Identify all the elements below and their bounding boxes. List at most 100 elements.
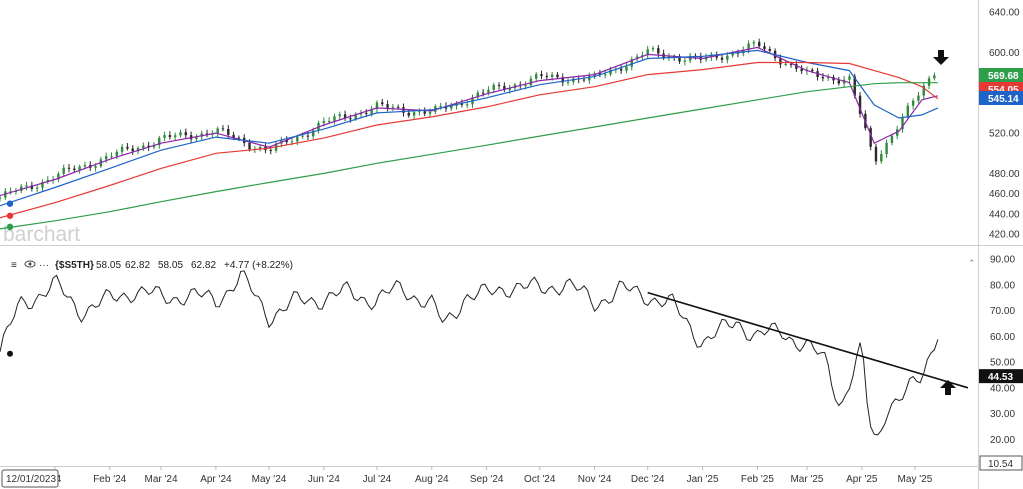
candle — [890, 133, 894, 146]
candle — [57, 171, 60, 183]
candle — [216, 126, 219, 138]
candle — [338, 111, 341, 120]
candle — [184, 128, 188, 139]
candle — [535, 71, 538, 83]
candle — [529, 75, 533, 88]
candle — [476, 90, 480, 100]
price-panel[interactable]: barchart 640.00600.00560.00520.00480.004… — [0, 0, 1023, 246]
candle — [41, 179, 44, 192]
sma100-line — [0, 61, 939, 219]
candle — [556, 71, 559, 79]
price-tick-label: 600.00 — [989, 48, 1020, 59]
price-plot-area — [0, 0, 978, 245]
candle — [619, 65, 623, 74]
candle — [258, 144, 262, 152]
candle — [784, 60, 787, 67]
candle — [800, 65, 803, 75]
candle — [731, 50, 734, 58]
date-tick-label: Aug '24 — [415, 474, 449, 485]
candle — [720, 53, 724, 64]
date-badge: 12/01/2023 — [1, 469, 59, 488]
candle — [885, 139, 888, 158]
down-arrow-icon — [933, 50, 949, 65]
breadth-tick-label: 60.00 — [990, 332, 1015, 343]
breadth-tick-label: 50.00 — [990, 358, 1015, 369]
price-tick-label: 420.00 — [989, 229, 1020, 240]
candle — [503, 82, 506, 93]
date-tick-label: Mar '25 — [790, 474, 823, 485]
date-tick-label: Feb '25 — [741, 474, 774, 485]
candle — [651, 45, 655, 52]
breadth-min-badge: 10.54 — [979, 455, 1023, 471]
up-arrow-icon — [940, 380, 956, 395]
candle — [598, 69, 602, 78]
price-tick-label: 460.00 — [989, 189, 1020, 200]
date-tick-label: Apr '25 — [846, 474, 878, 485]
candle — [67, 163, 71, 173]
candle — [147, 141, 150, 152]
candle — [625, 62, 628, 74]
price-y-axis: 640.00600.00560.00520.00480.00460.00440.… — [989, 8, 1020, 241]
breadth-tick-label: 90.00 — [990, 255, 1015, 266]
eye-icon[interactable] — [24, 260, 36, 268]
sma100-last-value: 554.05 — [988, 85, 1019, 96]
candle — [73, 165, 76, 173]
candle — [901, 113, 904, 133]
date-tick-label: Mar '24 — [145, 474, 178, 485]
candle — [359, 109, 363, 119]
sma50-last-badge: 545.14 — [979, 91, 1023, 105]
legend-menu-icon[interactable]: ≡ — [11, 260, 17, 271]
sma200-line — [0, 82, 938, 230]
breadth-min-value: 10.54 — [988, 459, 1013, 470]
trendline — [647, 291, 969, 389]
candle — [62, 164, 65, 177]
candle — [604, 70, 607, 79]
price-tick-label: 520.00 — [989, 129, 1020, 140]
sma20-line — [0, 46, 939, 197]
candle — [683, 56, 687, 66]
date-tick-label: Nov '24 — [578, 474, 612, 485]
candle — [497, 82, 501, 90]
legend-close: 62.82 — [191, 260, 216, 271]
candle — [195, 134, 198, 142]
legend-change: +4.77 (+8.22%) — [224, 260, 293, 271]
sma50-line — [0, 49, 939, 207]
candle — [678, 53, 681, 64]
date-tick-label: Sep '24 — [470, 474, 504, 485]
candle — [561, 73, 564, 87]
legend-open: 58.05 — [96, 260, 121, 271]
candle — [168, 131, 172, 140]
date-tick-label: Jan '25 — [687, 474, 719, 485]
candle — [752, 40, 756, 48]
breadth-path — [0, 270, 939, 436]
breadth-last-value: 44.53 — [988, 372, 1013, 383]
candle — [104, 152, 108, 164]
candle — [858, 91, 862, 118]
watermark: barchart — [3, 223, 80, 246]
candle — [110, 152, 113, 160]
breadth-legend: ≡ ··· {$S5TH} 58.05 62.82 58.05 62.82 +4… — [11, 260, 293, 271]
breadth-tick-label: 30.00 — [990, 409, 1015, 420]
candle — [646, 45, 649, 59]
candle — [582, 75, 586, 83]
candle — [375, 100, 379, 113]
candle — [173, 132, 177, 141]
date-tick-label: Jun '24 — [308, 474, 340, 485]
candle — [9, 187, 12, 195]
candle — [869, 125, 872, 151]
candle — [46, 176, 49, 185]
candle — [402, 103, 405, 117]
collapse-panel-icon[interactable]: ⌃ — [968, 258, 976, 268]
breadth-panel[interactable]: ≡ ··· {$S5TH} 58.05 62.82 58.05 62.82 +4… — [0, 255, 1023, 471]
date-tick-label: Dec '24 — [631, 474, 665, 485]
candle — [158, 135, 161, 149]
sma200-start-dot — [6, 223, 14, 231]
legend-more-icon[interactable]: ··· — [39, 260, 49, 271]
candle — [922, 82, 925, 99]
series-start-dots — [6, 200, 14, 231]
candle — [0, 195, 2, 202]
candle — [25, 181, 28, 191]
